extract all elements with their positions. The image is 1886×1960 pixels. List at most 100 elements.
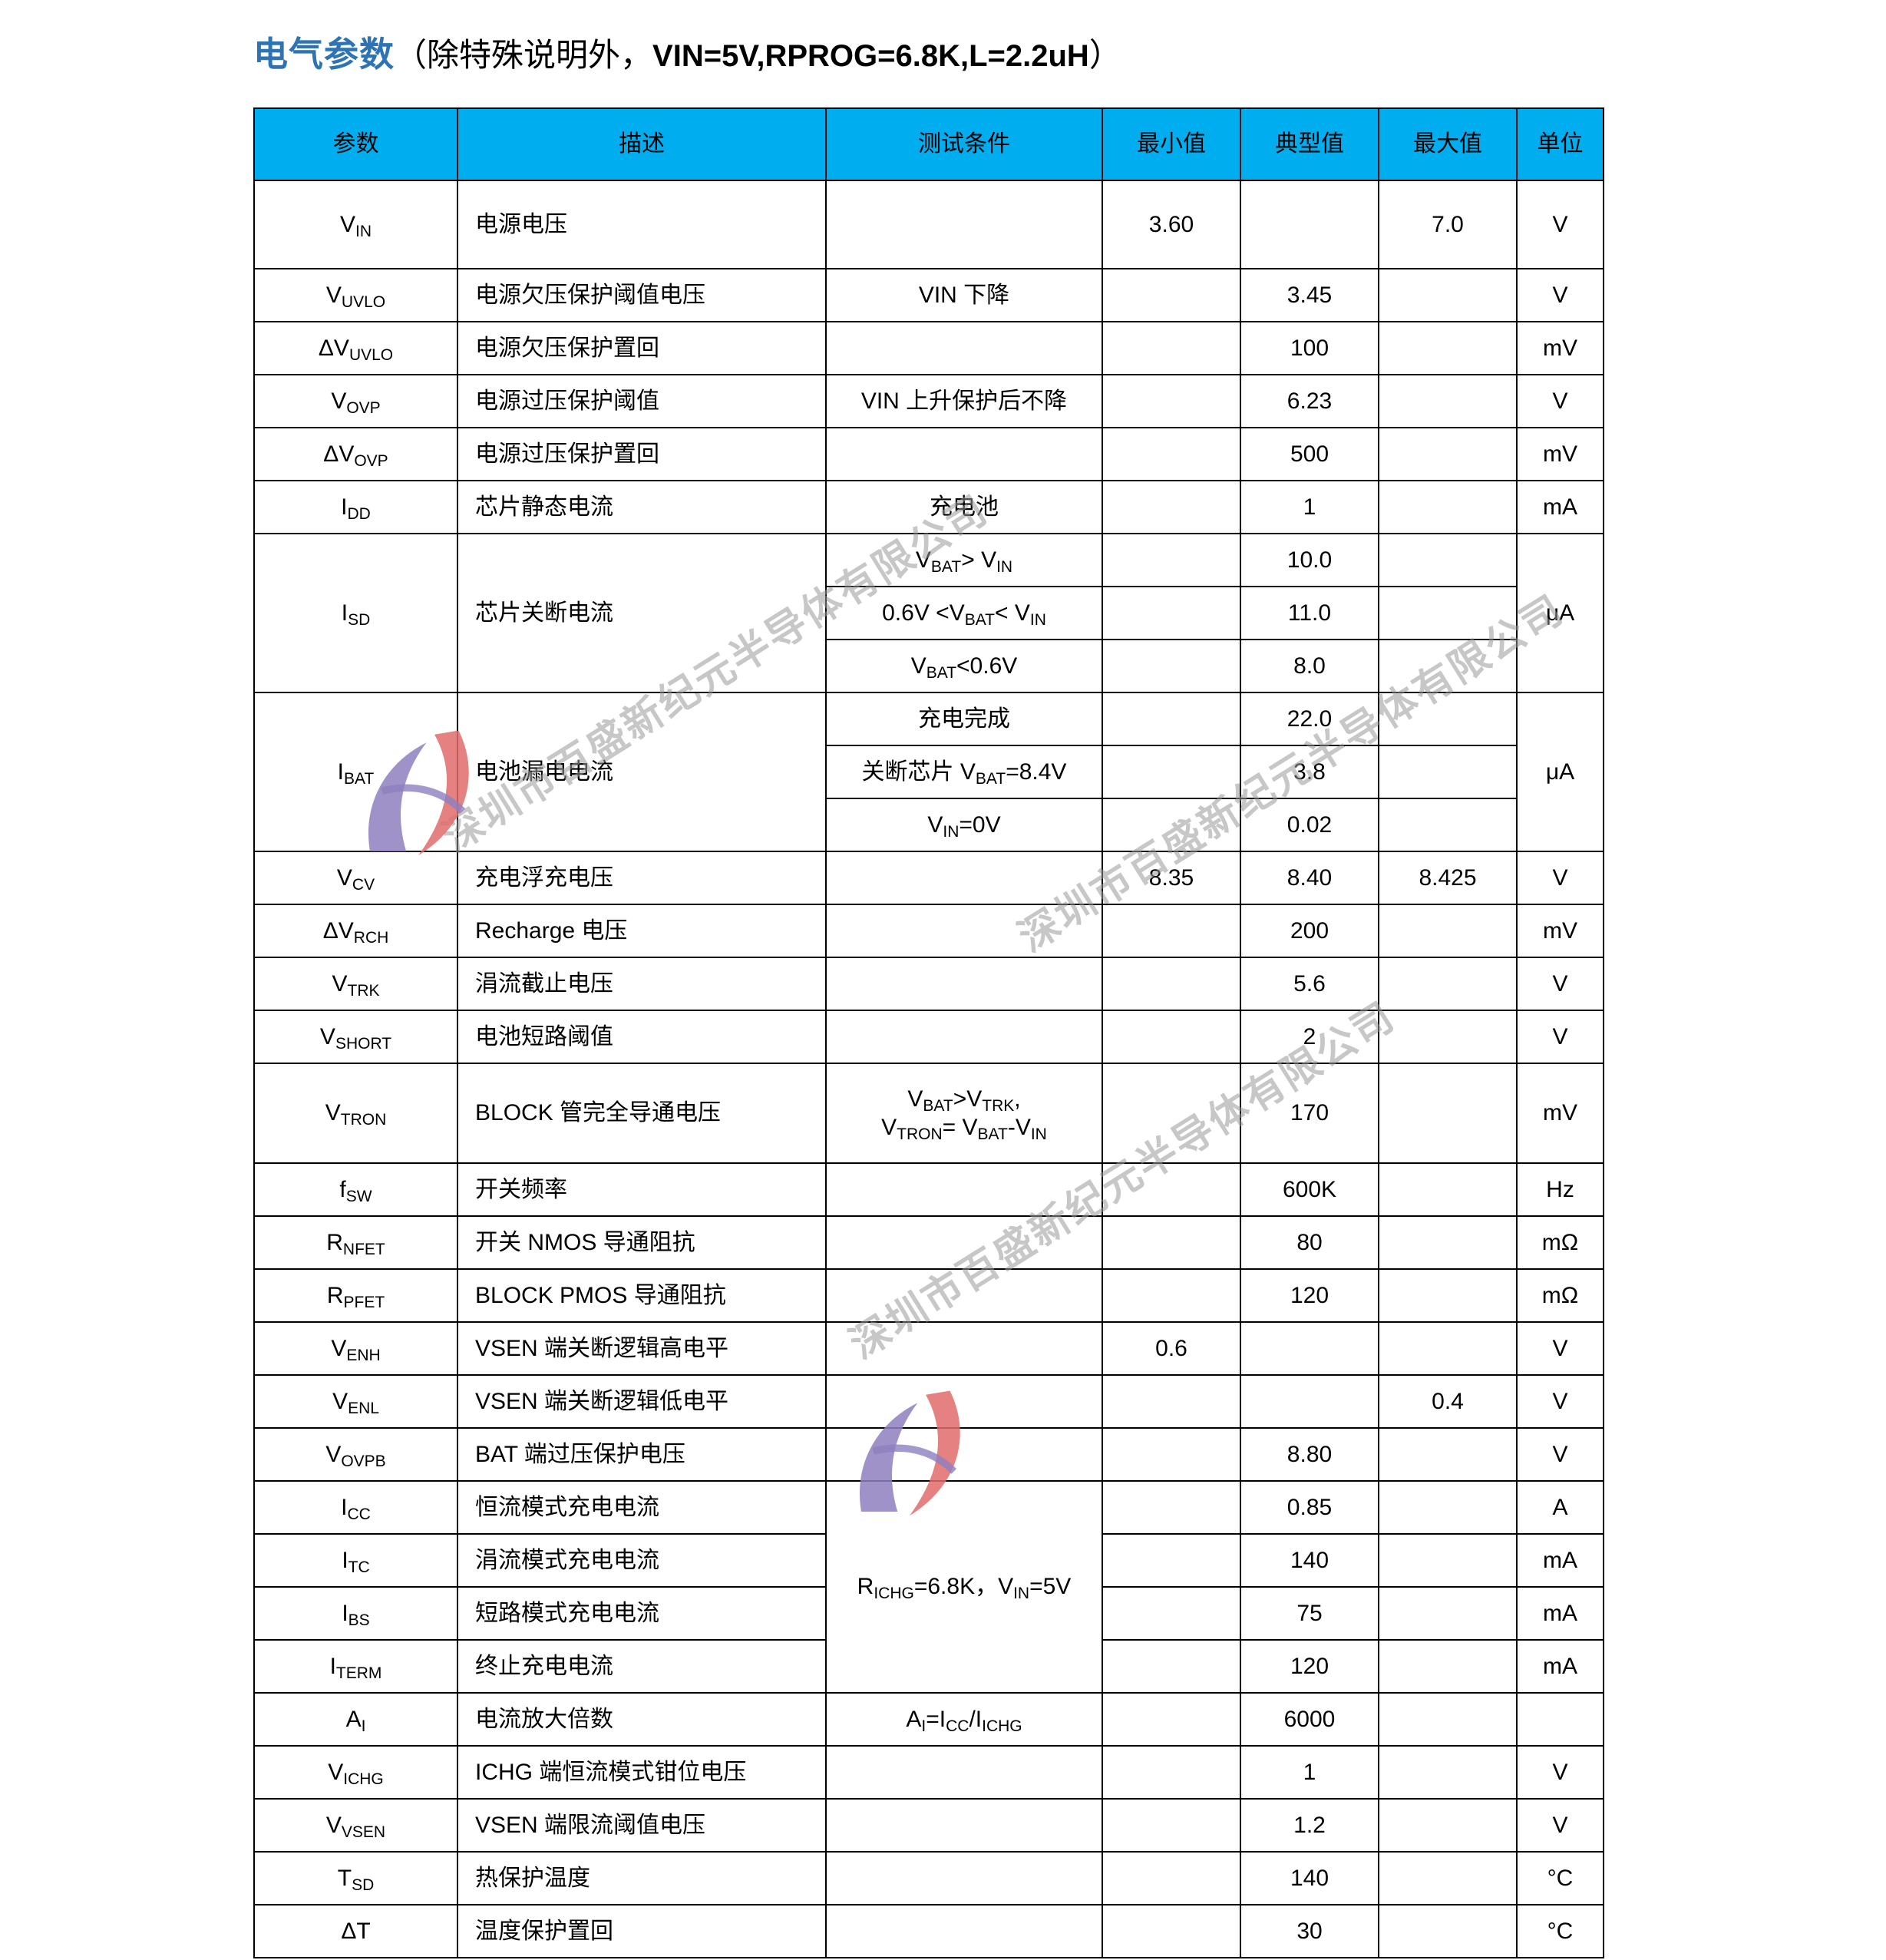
cell-max [1378, 692, 1518, 746]
col-header-typ: 典型值 [1240, 107, 1379, 181]
cell-typ: 3.45 [1240, 268, 1379, 322]
cell-min [1102, 745, 1241, 799]
cell-unit: V [1516, 1745, 1604, 1800]
cell-param: VENH [253, 1321, 458, 1376]
cell-max [1378, 957, 1518, 1011]
cell-typ [1240, 180, 1379, 269]
cell-max [1378, 1480, 1518, 1535]
cell-param: VSHORT [253, 1010, 458, 1064]
col-header-cond: 测试条件 [825, 107, 1103, 181]
cell-cond [825, 180, 1103, 269]
cell-min [1102, 1162, 1241, 1217]
cell-param: VENL [253, 1374, 458, 1429]
cell-cond [825, 1427, 1103, 1482]
cell-param: VCV [253, 851, 458, 905]
cell-unit: V [1516, 268, 1604, 322]
cell-unit: °C [1516, 1904, 1604, 1958]
cell-max [1378, 321, 1518, 375]
cell-min [1102, 1374, 1241, 1429]
electrical-parameters-table: 参数 描述 测试条件 最小值 典型值 最大值 单位 VIN 电源电压 3.60 … [253, 107, 1604, 1958]
cell-min [1102, 533, 1241, 587]
cell-param: VUVLO [253, 268, 458, 322]
cell-param: TSD [253, 1851, 458, 1905]
cell-max [1378, 1798, 1518, 1853]
cell-desc: 短路模式充电电流 [457, 1586, 827, 1641]
cell-unit: V [1516, 374, 1604, 428]
cell-desc: 电源电压 [457, 180, 827, 269]
cell-param: VOVP [253, 374, 458, 428]
cell-desc: 电池漏电电流 [457, 692, 827, 852]
cell-min [1102, 1798, 1241, 1853]
cell-max [1378, 1215, 1518, 1270]
table-row: ISD 芯片关断电流 VBAT> VIN 10.0 μA [253, 533, 1604, 693]
cell-cond: VIN=0V [825, 798, 1103, 852]
cell-desc: 电源欠压保护置回 [457, 321, 827, 375]
col-header-desc: 描述 [457, 107, 827, 181]
cell-max [1378, 1321, 1518, 1376]
cell-max [1378, 1904, 1518, 1958]
cell-min [1102, 1639, 1241, 1694]
cell-max [1378, 745, 1518, 799]
cell-desc: 终止充电电流 [457, 1639, 827, 1694]
cell-min [1102, 1215, 1241, 1270]
cell-param: AI [253, 1692, 458, 1747]
page-title-conditions: VIN=5V,RPROG=6.8K,L=2.2uH [652, 39, 1089, 73]
cell-max [1378, 1639, 1518, 1694]
cell-typ: 1 [1240, 1745, 1379, 1800]
cell-param: VIN [253, 180, 458, 269]
cell-unit: V [1516, 851, 1604, 905]
cell-typ: 22.0 [1240, 692, 1379, 746]
cell-max [1378, 1745, 1518, 1800]
cell-min [1102, 1480, 1241, 1535]
cell-max [1378, 1063, 1518, 1164]
cell-param: VVSEN [253, 1798, 458, 1853]
cell-desc: 电池短路阈值 [457, 1010, 827, 1064]
cell-min [1102, 374, 1241, 428]
cell-max [1378, 798, 1518, 852]
col-header-unit: 单位 [1516, 107, 1604, 181]
cell-desc: 恒流模式充电电流 [457, 1480, 827, 1535]
cell-cond [825, 1268, 1103, 1323]
cell-min [1102, 1586, 1241, 1641]
cell-param: VICHG [253, 1745, 458, 1800]
page-title-main: 电气参数 [253, 35, 395, 74]
cell-typ: 140 [1240, 1533, 1379, 1588]
cell-max [1378, 639, 1518, 693]
cell-cond: RICHG=6.8K，VIN=5V [825, 1480, 1103, 1694]
cell-unit: mA [1516, 480, 1604, 534]
cell-unit: mΩ [1516, 1215, 1604, 1270]
cell-typ: 1.2 [1240, 1798, 1379, 1853]
cell-unit [1516, 1692, 1604, 1747]
cell-typ: 3.8 [1240, 745, 1379, 799]
table-row: VICHG ICHG 端恒流模式钳位电压 1 V [253, 1745, 1604, 1800]
cell-typ: 100 [1240, 321, 1379, 375]
cell-min: 0.6 [1102, 1321, 1241, 1376]
col-header-max: 最大值 [1378, 107, 1518, 181]
cell-max: 7.0 [1378, 180, 1518, 269]
cell-cond: VIN 下降 [825, 268, 1103, 322]
cell-typ: 6000 [1240, 1692, 1379, 1747]
table-body: VIN 电源电压 3.60 7.0 V VUVLO 电源欠压保护阈值电压 VIN… [253, 180, 1604, 1958]
cell-unit: V [1516, 1321, 1604, 1376]
table-row: VIN=0V 0.02 [254, 798, 1604, 852]
cell-desc: Recharge 电压 [457, 904, 827, 958]
table-row: 0.6V <VBAT< VIN 11.0 [254, 586, 1604, 640]
table-row: ΔVRCH Recharge 电压 200 mV [253, 904, 1604, 958]
cell-typ: 8.40 [1240, 851, 1379, 905]
cell-desc: 电源欠压保护阈值电压 [457, 268, 827, 322]
cell-typ: 10.0 [1240, 533, 1379, 587]
cell-cond [825, 1162, 1103, 1217]
cell-unit: μA [1516, 692, 1604, 852]
table-row: IBS 短路模式充电电流 75 mA [253, 1586, 1604, 1641]
table-row: ΔVUVLO 电源欠压保护置回 100 mV [253, 321, 1604, 375]
table-row: ICC 恒流模式充电电流 RICHG=6.8K，VIN=5V 0.85 A [253, 1480, 1604, 1694]
page-title-paren-close: ） [1088, 37, 1121, 73]
cell-desc: BLOCK 管完全导通电压 [457, 1063, 827, 1164]
cell-typ: 80 [1240, 1215, 1379, 1270]
cell-min [1102, 1533, 1241, 1588]
cell-min: 3.60 [1102, 180, 1241, 269]
cell-min [1102, 480, 1241, 534]
table-row: ΔVOVP 电源过压保护置回 500 mV [253, 427, 1604, 481]
cell-min [1102, 586, 1241, 640]
table-row: VSHORT 电池短路阈值 2 V [253, 1010, 1604, 1064]
